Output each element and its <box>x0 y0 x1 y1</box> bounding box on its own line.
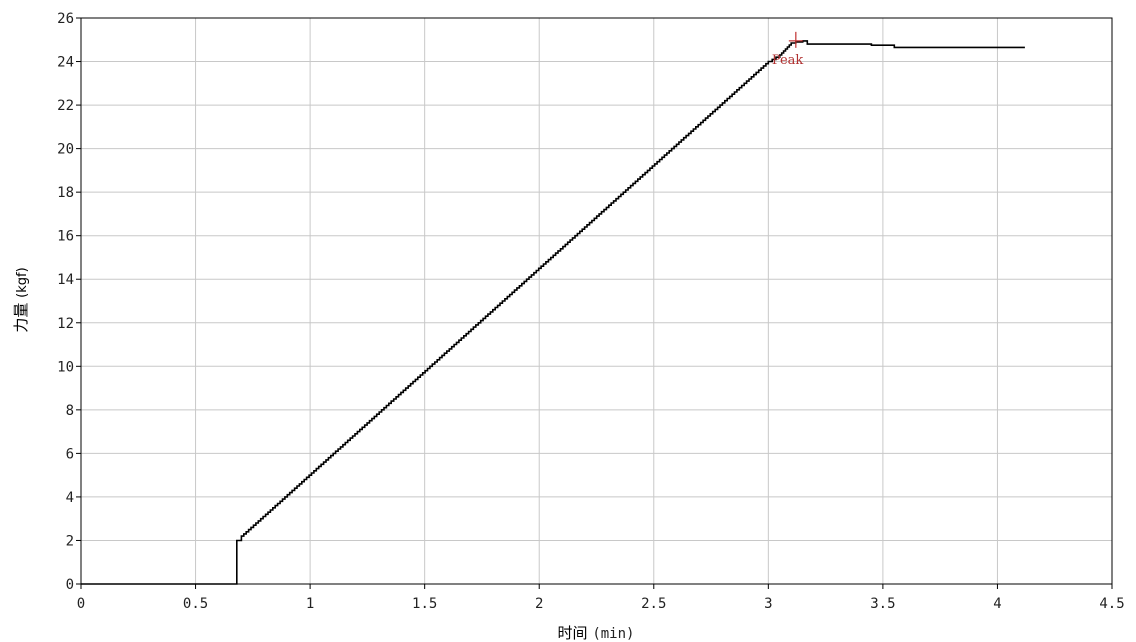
annotations: Peak <box>772 31 804 68</box>
x-tick-label: 3.5 <box>870 596 895 612</box>
x-tick-label: 3 <box>764 596 772 612</box>
grid-lines <box>81 18 1112 584</box>
x-tick-label: 0.5 <box>183 596 208 612</box>
y-axis-label-text: 力量 <box>12 303 30 333</box>
y-tick-label: 6 <box>66 446 74 462</box>
x-axis-label: 时间 (min) <box>558 624 635 642</box>
y-tick-label: 22 <box>57 98 74 114</box>
x-axis-ticks: 0 0.5 1 1.5 2 2.5 3 3.5 4 4.5 <box>77 584 1125 612</box>
x-tick-label: 1.5 <box>412 596 437 612</box>
y-tick-label: 12 <box>57 316 74 332</box>
y-tick-label: 26 <box>57 11 74 27</box>
y-tick-label: 20 <box>57 142 74 158</box>
x-tick-label: 4 <box>993 596 1001 612</box>
plot-frame <box>80 17 1113 585</box>
x-tick-label: 1 <box>306 596 314 612</box>
peak-label: Peak <box>772 53 804 68</box>
x-tick-label: 2.5 <box>641 596 666 612</box>
plot-area <box>81 18 1112 584</box>
x-tick-label: 0 <box>77 596 85 612</box>
y-tick-label: 0 <box>66 577 74 593</box>
x-tick-label: 4.5 <box>1099 596 1124 612</box>
y-tick-label: 16 <box>57 229 74 245</box>
y-axis-label-unit: (kgf) <box>15 267 30 298</box>
x-axis-label-unit: (min) <box>592 626 634 642</box>
x-axis-label-text: 时间 <box>558 624 588 642</box>
y-axis-label: 力量 (kgf) <box>12 267 30 332</box>
y-tick-label: 10 <box>57 359 74 375</box>
y-tick-label: 18 <box>57 185 74 201</box>
y-tick-label: 14 <box>57 272 74 288</box>
y-tick-label: 4 <box>66 490 74 506</box>
y-tick-label: 24 <box>57 55 74 71</box>
x-tick-label: 2 <box>535 596 543 612</box>
y-tick-label: 2 <box>66 533 74 549</box>
y-tick-label: 8 <box>66 403 74 419</box>
force-curve <box>81 40 1025 585</box>
